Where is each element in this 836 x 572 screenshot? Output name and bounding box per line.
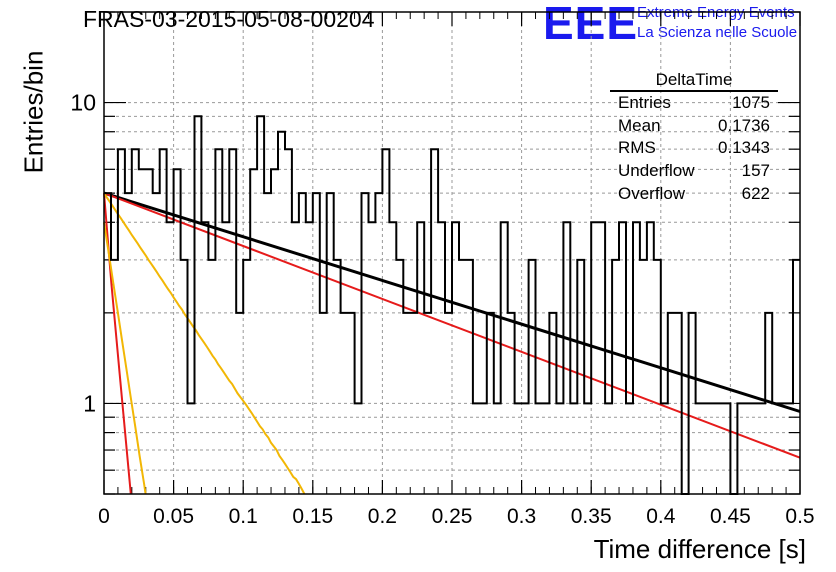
y-axis-label: Entries/bin xyxy=(18,50,49,174)
stats-value: 622 xyxy=(741,183,770,203)
x-tick-label: 0.05 xyxy=(153,505,194,528)
stats-value: 157 xyxy=(741,161,770,181)
stats-title: DeltaTime xyxy=(610,70,778,92)
stats-value: 0.1343 xyxy=(718,138,770,158)
y-tick-label: 1 xyxy=(83,390,96,416)
stats-box: DeltaTime Entries 1075 Mean 0.1736 RMS 0… xyxy=(610,70,778,206)
logo-mark: EEE xyxy=(543,0,639,49)
logo-line-2: La Scienza nelle Scuole xyxy=(637,24,798,41)
y-tick-label: 10 xyxy=(70,90,96,116)
plot-frame xyxy=(103,11,801,495)
x-tick-label: 0.3 xyxy=(507,505,536,528)
x-tick-label: 0.45 xyxy=(710,505,751,528)
histogram xyxy=(104,115,800,495)
series-line xyxy=(103,192,306,495)
stats-label: Entries xyxy=(618,93,671,112)
x-tick-label: 0 xyxy=(98,505,110,528)
series-line xyxy=(103,192,801,459)
x-tick-label: 0.25 xyxy=(432,505,473,528)
x-tick-label: 0.35 xyxy=(571,505,612,528)
series-line xyxy=(103,222,147,495)
tick-labels: 0 0.05 0.1 0.15 0.2 0.25 0.3 0.35 0.4 0.45 0.5 1 10 xyxy=(70,90,814,528)
stats-row-underflow: Underflow 157 xyxy=(610,160,778,183)
x-tick-label: 0.1 xyxy=(229,505,258,528)
stats-row-overflow: Overflow 622 xyxy=(610,183,778,206)
x-tick-label: 0.2 xyxy=(368,505,397,528)
stats-row-rms: RMS 0.1343 xyxy=(610,137,778,160)
stats-value: 0.1736 xyxy=(718,115,770,135)
stats-label: Mean xyxy=(618,115,661,135)
stats-label: Underflow xyxy=(618,161,695,181)
x-axis-label: Time difference [s] xyxy=(593,534,806,564)
stats-label: RMS xyxy=(618,138,656,158)
x-tick-label: 0.4 xyxy=(646,505,676,528)
stats-label: Overflow xyxy=(618,183,686,203)
histogram-outline xyxy=(104,115,800,495)
stats-row-entries: Entries 1075 xyxy=(610,92,778,115)
stats-row-mean: Mean 0.1736 xyxy=(610,115,778,138)
x-tick-label: 0.15 xyxy=(292,505,333,528)
x-tick-label: 0.5 xyxy=(785,505,814,528)
stats-value: 1075 xyxy=(732,93,770,112)
